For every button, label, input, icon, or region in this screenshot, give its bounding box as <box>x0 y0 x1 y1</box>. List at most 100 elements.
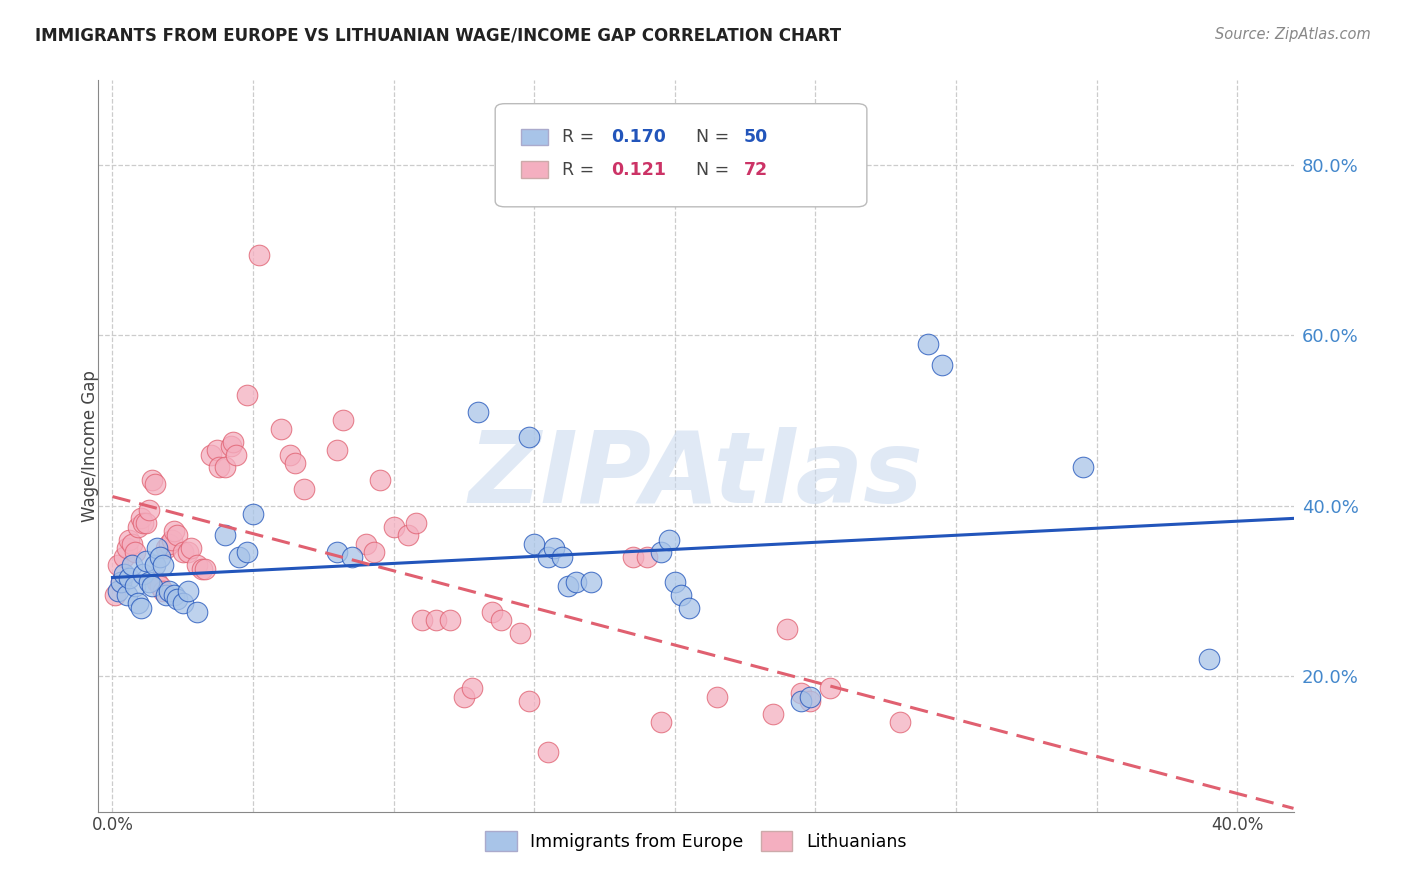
Point <box>292 482 315 496</box>
Point <box>155 588 177 602</box>
Point <box>425 613 447 627</box>
Point <box>889 715 911 730</box>
Point <box>1071 460 1094 475</box>
Point <box>363 545 385 559</box>
Point <box>565 575 588 590</box>
Point <box>790 694 813 708</box>
Point <box>163 524 186 538</box>
Point <box>107 583 129 598</box>
Point <box>163 588 186 602</box>
Text: Source: ZipAtlas.com: Source: ZipAtlas.com <box>1215 27 1371 42</box>
Point <box>135 516 157 530</box>
FancyBboxPatch shape <box>495 103 868 207</box>
Point <box>509 626 531 640</box>
Point <box>270 422 292 436</box>
Point <box>172 596 194 610</box>
Point <box>537 745 560 759</box>
Point <box>146 575 169 590</box>
Point <box>191 562 214 576</box>
Point <box>160 533 183 547</box>
Point <box>278 448 301 462</box>
Point <box>157 537 180 551</box>
Point <box>326 443 349 458</box>
Point <box>222 434 245 449</box>
Point <box>557 579 579 593</box>
Point <box>149 549 172 564</box>
Point <box>411 613 433 627</box>
Point <box>543 541 565 555</box>
Point <box>124 579 146 593</box>
Point <box>208 460 231 475</box>
Text: ZIPAtlas: ZIPAtlas <box>468 426 924 524</box>
Point <box>112 549 135 564</box>
Point <box>917 337 939 351</box>
Point <box>1198 651 1220 665</box>
Point <box>678 600 700 615</box>
Point <box>658 533 681 547</box>
Point <box>214 528 236 542</box>
Point <box>650 545 672 559</box>
Point <box>225 448 247 462</box>
Point <box>799 690 821 704</box>
Point <box>242 507 264 521</box>
Point <box>115 588 138 602</box>
FancyBboxPatch shape <box>522 161 548 178</box>
Point <box>382 520 405 534</box>
Text: 72: 72 <box>744 161 768 178</box>
Point <box>166 528 188 542</box>
Point <box>396 528 419 542</box>
Point <box>118 571 141 585</box>
Point <box>579 575 602 590</box>
Point <box>439 613 461 627</box>
Point <box>177 545 200 559</box>
Point <box>453 690 475 704</box>
Point <box>138 503 160 517</box>
Point <box>706 690 728 704</box>
Point <box>177 583 200 598</box>
Point <box>247 247 270 261</box>
Point <box>112 566 135 581</box>
Point <box>180 541 202 555</box>
Text: R =: R = <box>562 161 600 178</box>
Point <box>669 588 692 602</box>
Point <box>790 686 813 700</box>
Point <box>537 549 560 564</box>
Point <box>461 681 484 696</box>
Point <box>186 605 208 619</box>
Point <box>172 545 194 559</box>
Point <box>149 579 172 593</box>
Point <box>284 456 307 470</box>
FancyBboxPatch shape <box>522 129 548 145</box>
Point <box>489 613 512 627</box>
Point <box>517 430 540 444</box>
Point <box>236 545 259 559</box>
Point <box>194 562 217 576</box>
Point <box>799 694 821 708</box>
Point <box>166 592 188 607</box>
Point <box>467 405 489 419</box>
Point <box>481 605 503 619</box>
Text: R =: R = <box>562 128 600 146</box>
Text: N =: N = <box>696 128 735 146</box>
Point <box>326 545 349 559</box>
Point <box>141 473 163 487</box>
Point <box>141 579 163 593</box>
Text: 40.0%: 40.0% <box>1211 816 1264 834</box>
Point <box>127 596 149 610</box>
Point <box>186 558 208 572</box>
Point <box>107 558 129 572</box>
Text: IMMIGRANTS FROM EUROPE VS LITHUANIAN WAGE/INCOME GAP CORRELATION CHART: IMMIGRANTS FROM EUROPE VS LITHUANIAN WAG… <box>35 27 841 45</box>
Point <box>517 694 540 708</box>
Point <box>143 558 166 572</box>
Point <box>368 473 391 487</box>
Point <box>132 516 155 530</box>
Point <box>138 575 160 590</box>
Point <box>551 549 574 564</box>
Text: 50: 50 <box>744 128 768 146</box>
Point <box>152 583 174 598</box>
Text: N =: N = <box>696 161 735 178</box>
Point <box>200 448 222 462</box>
Point <box>664 575 686 590</box>
Point <box>219 439 242 453</box>
Point <box>155 541 177 555</box>
